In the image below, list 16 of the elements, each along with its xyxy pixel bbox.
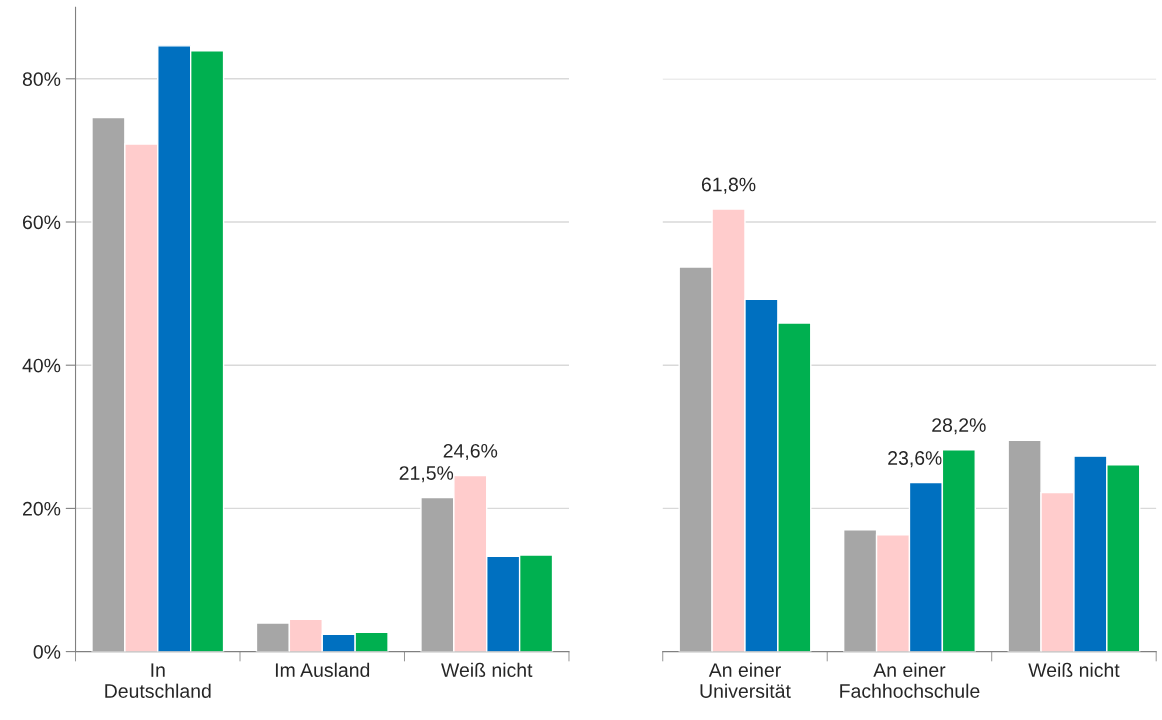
data-label: 28,2% xyxy=(932,418,986,435)
y-tick-label: 40% xyxy=(22,358,61,373)
x-tick-label: Weiß nicht xyxy=(441,662,533,677)
y-tick-label: 80% xyxy=(22,72,61,87)
data-label: 23,6% xyxy=(888,451,942,468)
x-tick-label: An einer Fachhochschule xyxy=(840,662,980,698)
data-label: 21,5% xyxy=(399,466,454,483)
x-tick-label: Weiß nicht xyxy=(1028,662,1120,677)
y-tick-label: 60% xyxy=(23,215,61,230)
x-tick-label: Im Ausland xyxy=(275,662,370,677)
x-tick-label: In Deutschland xyxy=(105,663,211,698)
data-label: 61,8% xyxy=(701,177,756,194)
data-label: 24,6% xyxy=(443,443,498,461)
y-tick-label: 0% xyxy=(33,645,61,659)
x-tick-label: An einer Universität xyxy=(700,662,791,698)
y-tick-label: 20% xyxy=(23,501,61,516)
